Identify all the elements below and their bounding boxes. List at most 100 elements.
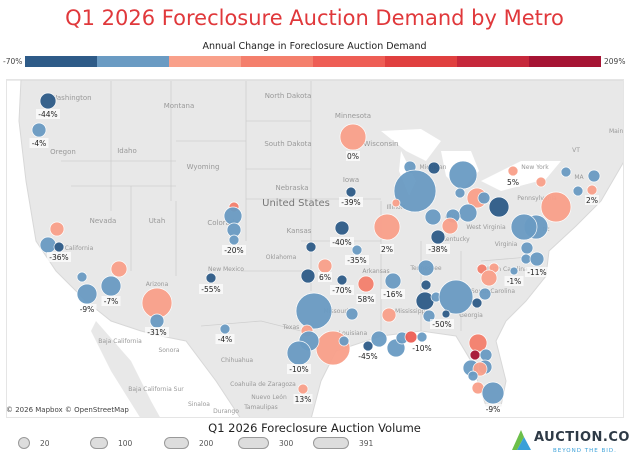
volume-size-marker [238,437,269,449]
metro-bubble[interactable] [560,166,572,178]
logo-brand: AUCTION.COM [534,430,629,445]
metro-bubble[interactable] [49,221,65,237]
metro-bubble[interactable] [223,206,243,226]
metro-bubble[interactable] [586,184,598,196]
map-place-label: United States [262,198,330,209]
metro-bubble[interactable] [417,259,435,277]
change-label-bg [101,296,121,306]
metro-bubble[interactable] [219,323,231,335]
metro-bubble[interactable] [427,161,441,175]
metro-bubble[interactable] [391,198,401,208]
metro-bubble[interactable] [488,196,510,218]
map-place-label: Louisiana [339,330,368,337]
map-place-label: Idaho [117,147,137,155]
metro-bubble[interactable] [149,313,165,329]
map-place-label: Wisconsin [364,140,399,148]
volume-size-label: 300 [279,438,294,448]
metro-bubble[interactable] [529,251,545,267]
metro-bubble[interactable] [572,185,584,197]
metro-bubble[interactable] [286,340,312,366]
metro-bubble[interactable] [478,287,492,301]
metro-bubble[interactable] [510,213,538,241]
metro-bubble[interactable] [430,229,446,245]
metro-bubble[interactable] [477,191,491,205]
metro-bubble[interactable] [373,213,401,241]
change-label: -39% [341,198,360,207]
change-label: -36% [49,253,68,262]
change-label-bg [430,319,454,329]
metro-bubble[interactable] [338,335,350,347]
metro-bubble[interactable] [479,348,493,362]
metro-bubble[interactable] [471,297,483,309]
metro-bubble[interactable] [587,169,601,183]
metro-bubble[interactable] [334,220,350,236]
metro-bubble[interactable] [540,191,572,223]
change-label-bg [410,343,434,353]
metro-bubble[interactable] [205,272,217,284]
metro-bubble[interactable] [441,309,451,319]
metro-bubble[interactable] [31,122,47,138]
metro-bubble[interactable] [393,169,437,213]
metro-bubble[interactable] [441,217,459,235]
metro-bubble[interactable] [336,274,348,286]
metro-bubble[interactable] [110,260,128,278]
metro-bubble[interactable] [416,331,428,343]
change-label: -10% [412,344,431,353]
metro-bubble[interactable] [345,186,357,198]
change-label: -45% [358,352,377,361]
metro-bubble[interactable] [424,208,442,226]
metro-bubble[interactable] [300,268,316,284]
change-label-bg [145,327,169,337]
metro-bubble[interactable] [339,123,367,151]
volume-size-marker [18,437,30,449]
metro-bubble[interactable] [381,307,397,323]
metro-bubble[interactable] [100,275,122,297]
change-label: 2% [381,245,393,254]
metro-bubble[interactable] [76,283,98,305]
metro-bubble[interactable] [448,160,478,190]
change-label: 0% [347,152,359,161]
metro-bubble[interactable] [317,258,333,274]
metro-bubble[interactable] [53,241,65,253]
map-place-label: Nebraska [275,184,308,192]
change-label-bg [330,285,354,295]
metro-bubble[interactable] [420,279,432,291]
us-map[interactable]: Washington Montana North Dakota South Dakot… [6,79,624,418]
metro-bubble[interactable] [295,292,333,330]
metro-bubble[interactable] [297,383,309,395]
metro-bubble[interactable] [520,253,532,265]
change-label: -44% [38,110,57,119]
metro-bubble[interactable] [481,381,505,405]
metro-bubble[interactable] [305,241,317,253]
change-label-bg [356,294,376,304]
metro-bubble[interactable] [404,330,418,344]
metro-bubble[interactable] [454,187,466,199]
change-label: 2% [586,196,598,205]
metro-bubble[interactable] [345,307,359,321]
metro-bubble[interactable] [357,275,375,293]
metro-bubble[interactable] [39,92,57,110]
metro-bubble[interactable] [535,176,547,188]
auction-com-logo[interactable]: AUCTION.COM BEYOND THE BID. [510,428,629,456]
color-legend-swatch [169,56,241,67]
metro-bubble[interactable] [509,266,519,276]
color-legend-swatch [457,56,529,67]
metro-bubble[interactable] [507,165,519,177]
metro-bubble[interactable] [39,236,57,254]
metro-bubble[interactable] [228,234,240,246]
metro-bubble[interactable] [76,271,88,283]
change-label-bg [199,284,223,294]
metro-bubble[interactable] [458,203,478,223]
map-place-label: South Dakota [264,140,311,148]
metro-bubble[interactable] [438,279,474,315]
metro-bubble[interactable] [520,241,534,255]
metro-bubble[interactable] [480,269,498,287]
metro-bubble[interactable] [141,287,173,319]
metro-bubble[interactable] [469,349,481,361]
map-place-label: Arizona [146,281,169,288]
change-label: -50% [432,320,451,329]
metro-bubble[interactable] [384,272,402,290]
map-attribution[interactable]: © 2026 Mapbox © OpenStreetMap [6,406,129,414]
metro-bubble[interactable] [467,370,479,382]
metro-bubble[interactable] [370,330,388,348]
